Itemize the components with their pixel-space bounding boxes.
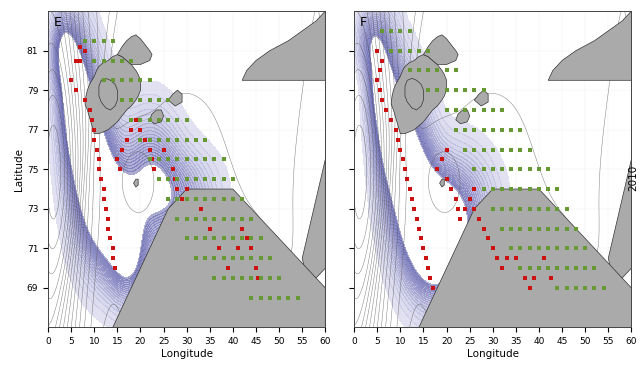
Polygon shape <box>302 159 325 278</box>
Y-axis label: Latitude: Latitude <box>14 148 24 191</box>
Polygon shape <box>150 110 163 124</box>
Polygon shape <box>391 55 447 134</box>
Text: E: E <box>54 16 62 29</box>
Polygon shape <box>419 189 631 327</box>
X-axis label: Longitude: Longitude <box>161 349 213 359</box>
Polygon shape <box>424 35 458 64</box>
Text: F: F <box>360 16 367 29</box>
Polygon shape <box>456 110 470 124</box>
Text: 2010: 2010 <box>628 165 638 191</box>
Polygon shape <box>548 11 631 80</box>
Polygon shape <box>133 179 138 187</box>
Polygon shape <box>85 55 140 134</box>
Polygon shape <box>113 189 325 327</box>
Polygon shape <box>242 11 325 80</box>
X-axis label: Longitude: Longitude <box>467 349 519 359</box>
Polygon shape <box>99 78 117 110</box>
Polygon shape <box>608 159 631 278</box>
Polygon shape <box>474 90 488 106</box>
Polygon shape <box>117 35 152 64</box>
Polygon shape <box>168 90 182 106</box>
Polygon shape <box>440 179 444 187</box>
Polygon shape <box>405 78 424 110</box>
